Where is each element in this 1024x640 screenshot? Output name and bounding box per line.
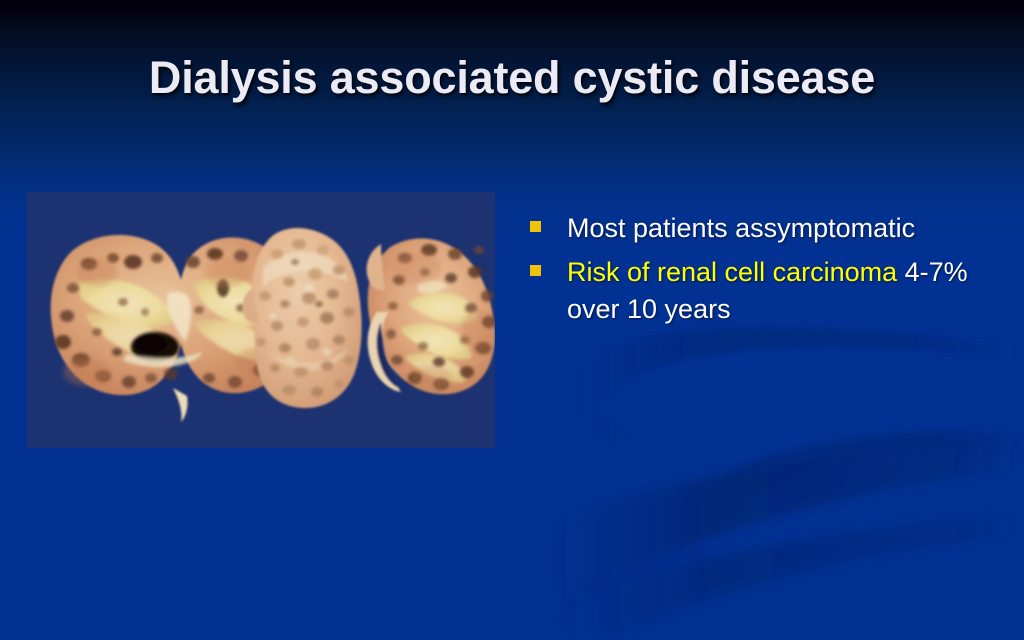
slide-title: Dialysis associated cystic disease [148, 52, 876, 103]
bullet-item-1-text: Most patients assymptomatic [567, 210, 980, 247]
bullet-list: Most patients assymptomatic Risk of rena… [530, 210, 980, 335]
kidney-specimens-illustration [27, 192, 495, 448]
square-bullet-icon [530, 264, 541, 276]
swoosh-bottom [554, 513, 1024, 640]
bullet-2-highlight-segment: Risk of renal cell carcinoma [567, 256, 898, 287]
gross-pathology-kidneys-image [27, 192, 495, 448]
swoosh-upper [573, 327, 1024, 444]
swoosh-lower [545, 437, 1024, 606]
bullet-2-rest-segment: 4-7% over 10 years [567, 256, 968, 324]
list-item: Risk of renal cell carcinoma 4-7% over 1… [530, 254, 980, 328]
swoosh-mid-right [675, 429, 1024, 584]
square-bullet-icon [530, 221, 541, 232]
list-item: Most patients assymptomatic [530, 210, 980, 247]
bullet-1-segment: Most patients assymptomatic [567, 213, 916, 243]
bullet-item-2-text: Risk of renal cell carcinoma 4-7% over 1… [567, 254, 980, 328]
